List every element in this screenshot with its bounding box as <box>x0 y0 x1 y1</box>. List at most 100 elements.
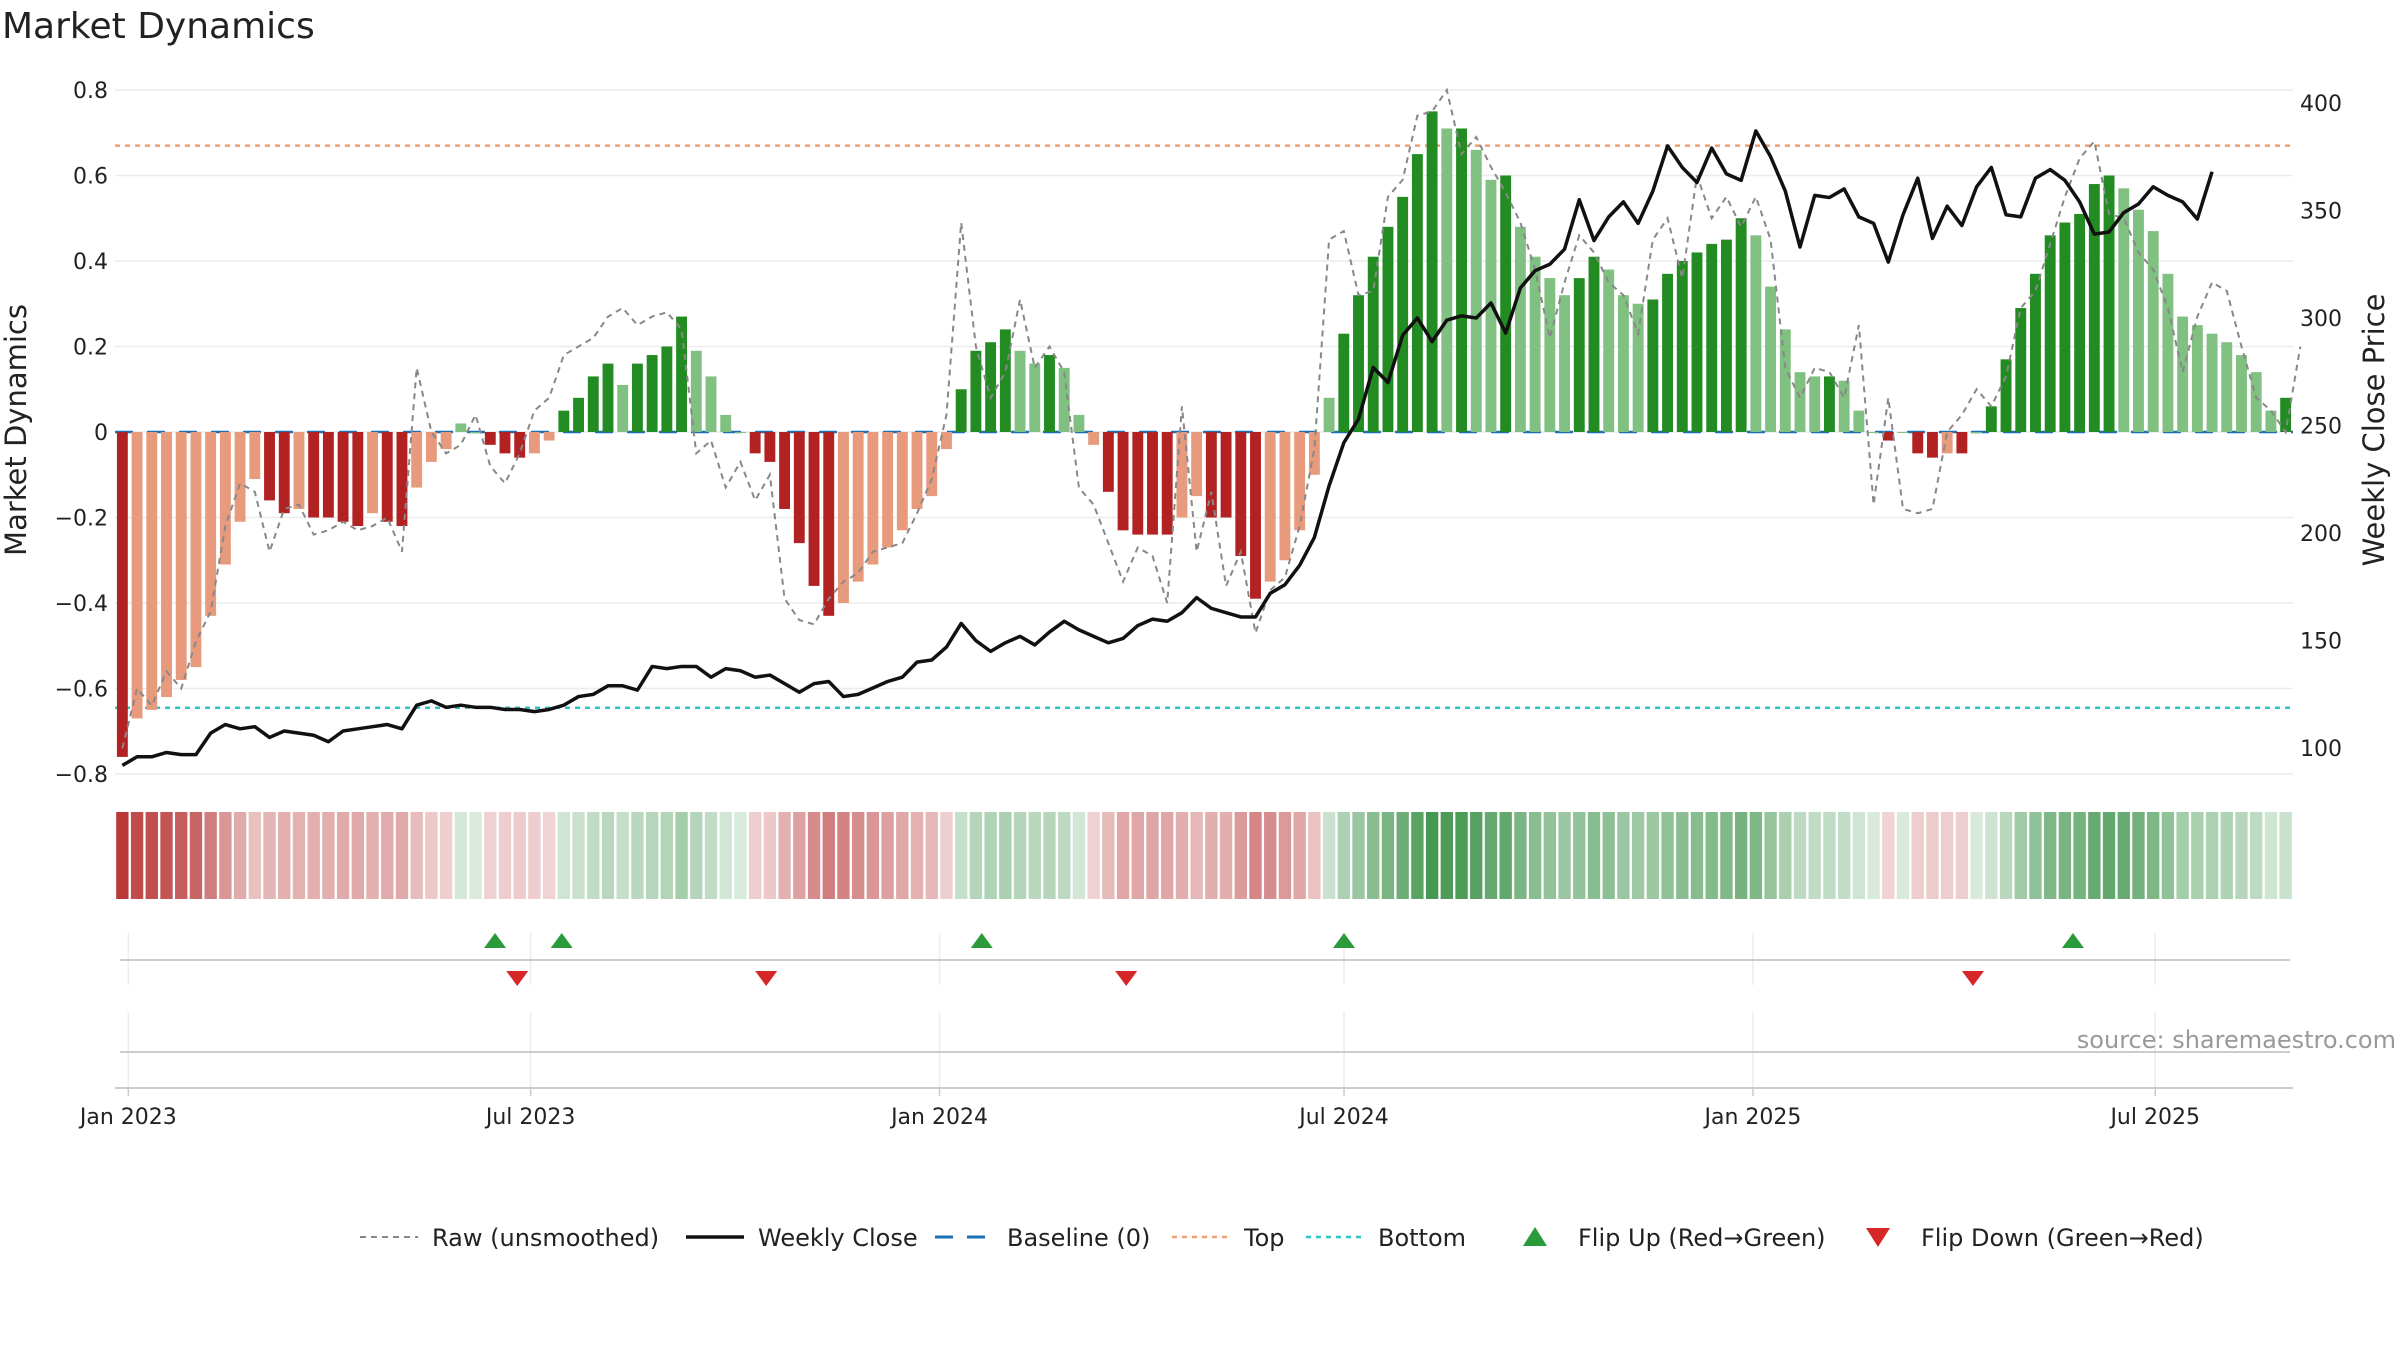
dynamics-bar <box>249 432 261 480</box>
dynamics-bar <box>720 414 732 432</box>
regime-cell <box>1779 812 1792 899</box>
regime-cell <box>219 812 232 899</box>
dynamics-bar <box>896 432 908 531</box>
regime-cell <box>1381 812 1395 899</box>
regime-cell <box>160 812 173 899</box>
regime-cell <box>2132 812 2145 899</box>
regime-strip <box>116 812 2292 899</box>
dynamics-bar <box>1809 376 1821 432</box>
regime-cell <box>2205 812 2219 899</box>
regime-cell <box>2279 812 2292 899</box>
regime-cell <box>1175 812 1189 899</box>
x-tick-label: Jan 2024 <box>889 1105 988 1130</box>
regime-cell <box>2176 812 2189 899</box>
regime-cell <box>2235 812 2248 899</box>
regime-cell <box>307 812 320 899</box>
regime-cell <box>322 812 335 899</box>
regime-cell <box>1882 812 1895 899</box>
y-tick-label: 0 <box>94 421 108 446</box>
dynamics-bar <box>1823 376 1835 432</box>
flip-down-marker <box>1961 971 1984 986</box>
regime-cell <box>1602 812 1615 899</box>
dynamics-bar <box>1765 286 1777 432</box>
dynamics-bar <box>941 432 952 450</box>
dynamics-bar <box>116 432 128 757</box>
dynamics-bar <box>2015 308 2027 432</box>
y2-axis-ticks: 100 150 200 250 300 350 400 <box>2300 92 2342 762</box>
dynamics-bar <box>838 432 849 603</box>
dynamics-bar <box>484 432 496 445</box>
regime-cell <box>822 812 835 899</box>
dynamics-bar <box>322 432 334 518</box>
dynamics-bar <box>882 432 894 548</box>
regime-cell <box>1573 812 1586 899</box>
regime-cell <box>1072 812 1086 899</box>
regime-cell <box>2014 812 2027 899</box>
regime-cell <box>410 812 423 899</box>
dynamics-bar <box>440 432 452 450</box>
dynamics-bar <box>352 432 364 527</box>
y2-tick-label: 100 <box>2300 737 2342 762</box>
dynamics-bar <box>1941 432 1953 454</box>
regime-cell <box>1161 812 1174 899</box>
regime-cell <box>263 812 276 899</box>
flip-down-marker <box>506 971 529 986</box>
dynamics-bar <box>1205 432 1217 518</box>
dynamics-bar <box>1912 432 1924 454</box>
regime-cell <box>439 812 453 899</box>
regime-cell <box>248 812 261 899</box>
regime-cell <box>587 812 600 899</box>
dynamics-bar <box>1706 243 1718 432</box>
dynamics-bar <box>528 432 540 454</box>
regime-cell <box>690 812 703 899</box>
dynamics-bar <box>1529 256 1541 432</box>
regime-cell <box>204 812 217 899</box>
dynamics-bar <box>867 432 879 565</box>
dynamics-bar <box>2162 273 2174 432</box>
dynamics-bar <box>661 346 673 432</box>
raw-line <box>121 87 2302 749</box>
dynamics-bar <box>543 432 555 441</box>
x-axis-ticks: Jan 2023 Jul 2023 Jan 2024 Jul 2024 Jan 2025… <box>78 1088 2200 1130</box>
regime-cell <box>1764 812 1777 899</box>
regime-cell <box>1058 812 1071 899</box>
dynamics-bar <box>1132 432 1144 535</box>
regime-cell <box>748 812 762 899</box>
y-tick-label: 0.2 <box>73 336 108 361</box>
dynamics-bar <box>205 432 217 616</box>
legend-label: Baseline (0) <box>1007 1224 1150 1252</box>
dynamics-bar <box>2221 342 2233 432</box>
legend: Raw (unsmoothed) Weekly Close Baseline (0)… <box>360 1224 2204 1252</box>
regime-cell <box>2088 812 2101 899</box>
dynamics-bar <box>823 432 835 616</box>
regime-cell <box>645 812 659 899</box>
dynamics-bar <box>1603 269 1615 432</box>
dynamics-bar <box>1838 380 1850 432</box>
flip-up-marker <box>550 933 573 948</box>
y2-tick-label: 350 <box>2300 199 2342 224</box>
regime-cell <box>631 812 644 899</box>
dynamics-bar <box>1117 432 1129 531</box>
regime-cell <box>719 812 732 899</box>
legend-label: Flip Down (Green→Red) <box>1921 1224 2204 1252</box>
regime-cell <box>1911 812 1924 899</box>
regime-cell <box>1587 812 1601 899</box>
regime-cell <box>116 812 129 899</box>
regime-cell <box>1720 812 1733 899</box>
regime-cell <box>793 812 806 899</box>
regime-cell <box>233 812 247 899</box>
x-tick-label: Jul 2024 <box>1297 1105 1389 1130</box>
regime-cell <box>984 812 997 899</box>
regime-cell <box>1514 812 1527 899</box>
dynamics-bar <box>1985 406 1997 432</box>
raw-series <box>121 87 2302 749</box>
dynamics-bar <box>1868 432 1880 433</box>
dynamics-bar <box>264 432 275 501</box>
dynamics-bar <box>161 432 172 698</box>
regime-cell <box>1793 812 1807 899</box>
dynamics-bar <box>999 329 1011 432</box>
dynamics-bar <box>1573 278 1585 432</box>
dynamics-bar <box>1176 432 1188 518</box>
dynamics-bar <box>1882 432 1894 441</box>
regime-cell <box>1013 812 1027 899</box>
